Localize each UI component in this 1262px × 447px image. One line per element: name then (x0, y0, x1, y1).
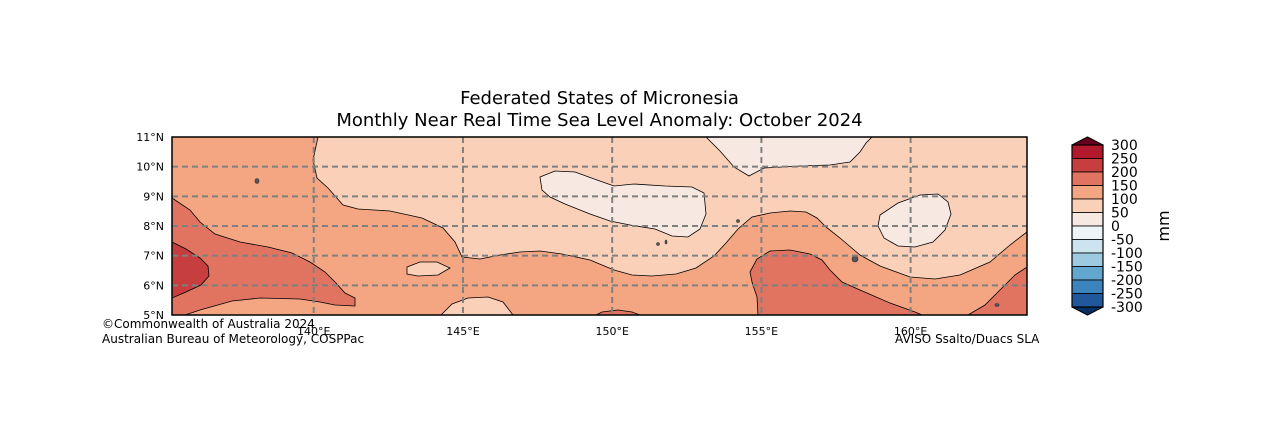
colorbar-bin (1071, 225, 1104, 240)
anomaly-region-200-250-southeast (749, 249, 923, 315)
data-source-credit: AVISO Ssalto/Duacs SLA (895, 332, 1040, 346)
anomaly-region-50-100-central (539, 170, 707, 238)
island-marker (736, 219, 740, 223)
colorbar-tick-label: 300 (1111, 138, 1138, 154)
longitude-tick-label: 145°E (446, 325, 479, 338)
agency-credit: Australian Bureau of Meteorology, COSPPa… (102, 332, 365, 346)
colorbar-bin (1071, 198, 1104, 213)
colorbar-tick-label: -50 (1111, 233, 1134, 249)
colorbar-over-arrow (1071, 136, 1104, 146)
longitude-tick-label: 140°E (297, 325, 330, 338)
colorbar-tick-label: -250 (1111, 287, 1143, 303)
graticule-lines (172, 137, 1027, 315)
longitude-tick-label: 155°E (745, 325, 778, 338)
anomaly-region-200-250-east-corner (967, 266, 1027, 315)
anomaly-field (172, 137, 1027, 315)
longitude-tick-label: 150°E (595, 325, 628, 338)
axis-labels: 140°E 145°E 150°E 155°E 160°E 5°N 6°N 7°N 8°N 9°N… (136, 131, 927, 338)
island-marker (254, 178, 260, 184)
latitude-tick-label: 6°N (143, 279, 164, 292)
island-marker (664, 239, 668, 245)
colorbar-under-arrow (1071, 306, 1104, 316)
latitude-tick-label: 8°N (143, 220, 164, 233)
latitude-tick-label: 5°N (143, 309, 164, 322)
colorbar-bin (1071, 293, 1104, 308)
latitude-tick-label: 10°N (136, 161, 164, 174)
colorbar-tick-label: 250 (1111, 152, 1138, 168)
anomaly-region-250-300-west (172, 241, 210, 299)
colorbar-bin (1071, 279, 1104, 294)
colorbar: 300250200150100500-50-100-150-200-250-30… (1071, 136, 1173, 316)
island-marker (994, 303, 1000, 307)
colorbar-tick-label: -100 (1111, 246, 1143, 262)
colorbar-bin (1071, 171, 1104, 186)
colorbar-tick-label: 200 (1111, 165, 1138, 181)
island-marker (656, 242, 660, 246)
colorbar-bin (1071, 185, 1104, 200)
colorbar-bin (1071, 212, 1104, 227)
colorbar-tick-label: -200 (1111, 273, 1143, 289)
colorbar-bin (1071, 144, 1104, 159)
map-subtitle: Monthly Near Real Time Sea Level Anomaly… (336, 110, 863, 131)
colorbar-unit-label: mm (1154, 210, 1173, 241)
colorbar-bin (1071, 158, 1104, 173)
map-frame (171, 136, 1028, 316)
colorbar-tick-label: 50 (1111, 206, 1129, 222)
latitude-tick-label: 7°N (143, 250, 164, 263)
copyright-credit: ©Commonwealth of Australia 2024 (102, 317, 315, 331)
colorbar-bin (1071, 266, 1104, 281)
colorbar-tick-label: 150 (1111, 179, 1138, 195)
colorbar-tick-label: -300 (1111, 300, 1143, 316)
colorbar-bin (1071, 239, 1104, 254)
latitude-tick-label: 11°N (136, 131, 164, 144)
anomaly-region-200-250-small (595, 309, 641, 315)
island-marker (851, 255, 859, 263)
latitude-tick-label: 9°N (143, 190, 164, 203)
anomaly-region-50-100-east (877, 193, 952, 248)
colorbar-bin (1071, 252, 1104, 267)
colorbar-frame (1071, 144, 1104, 308)
colorbar-tick-label: 100 (1111, 192, 1138, 208)
map-title: Federated States of Micronesia (460, 88, 739, 109)
colorbar-tick-label: 0 (1111, 219, 1120, 235)
colorbar-tick-label: -150 (1111, 260, 1143, 276)
anomaly-region-100-150-south (440, 296, 514, 315)
longitude-tick-label: 160°E (894, 325, 927, 338)
anomaly-region-100-150-small (406, 261, 451, 277)
